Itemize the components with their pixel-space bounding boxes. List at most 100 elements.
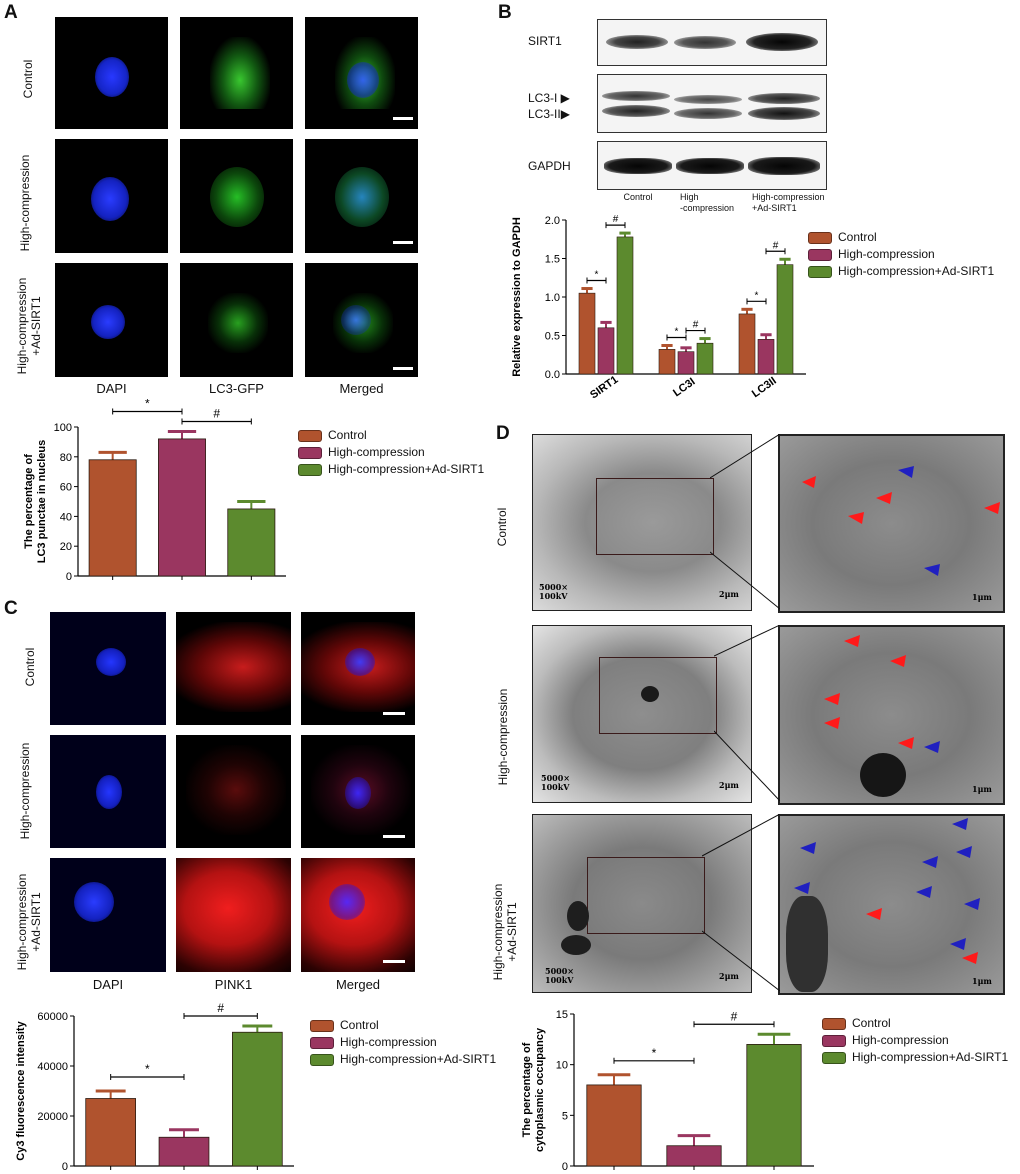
bar <box>597 327 615 375</box>
panel-c-row-label-highcomp: High-compression <box>18 742 32 840</box>
bar <box>88 459 137 577</box>
micrograph-c-control-dapi <box>50 612 166 725</box>
panel-a-row-label-adsirt1: High-compression +Ad-SIRT1 <box>15 277 43 375</box>
scale-label: 2μm <box>719 589 739 599</box>
lane-label-adsirt1: High-compression +Ad-SIRT1 <box>752 192 825 213</box>
micrograph-c-adsirt1-pink1 <box>176 858 291 972</box>
bar <box>696 342 714 375</box>
panel-b-letter: B <box>498 2 512 23</box>
panel-d-row-label-control: Control <box>495 507 509 547</box>
tem-control-zoom: 1μm <box>778 434 1005 613</box>
legend-a: Control High-compression High-compressio… <box>298 428 498 488</box>
panel-a-row-label-control: Control <box>21 59 35 99</box>
legend-item: High-compression <box>310 1035 437 1049</box>
panel-a-col-label-lc3: LC3-GFP <box>209 381 264 396</box>
micrograph-a-adsirt1-dapi <box>55 263 168 377</box>
tem-highcomp-overview: 5000× 100kV 2μm <box>532 625 752 803</box>
scale-label: 1μm <box>972 784 992 794</box>
scale-label: 2μm <box>719 971 739 981</box>
micrograph-a-highcomp-lc3 <box>180 139 293 253</box>
panel-d-row-label-adsirt1: High-compression +Ad-SIRT1 <box>491 883 519 981</box>
significance-label: # <box>731 1009 738 1023</box>
chart-d: 0 5 10 15 The percentage of cytoplasmic occup… <box>521 1009 814 1173</box>
legend-item: High-compression+Ad-SIRT1 <box>298 462 484 476</box>
legend-item: Control <box>310 1018 379 1032</box>
y-tick-label: 0 <box>62 1161 68 1173</box>
y-tick-label: 1.0 <box>545 292 560 304</box>
micrograph-c-highcomp-pink1 <box>176 735 291 848</box>
micrograph-a-control-dapi <box>55 17 168 129</box>
tem-adsirt1-zoom: 1μm <box>778 814 1005 995</box>
significance-label: * <box>595 270 599 281</box>
zoom-box <box>587 857 705 934</box>
significance-label: * <box>675 327 679 338</box>
y-tick-label: 0.0 <box>545 369 560 381</box>
y-tick-label: 5 <box>562 1110 568 1122</box>
blot-sirt1 <box>597 19 827 66</box>
micrograph-a-control-lc3 <box>180 17 293 129</box>
scale-bar <box>393 241 413 244</box>
micrograph-c-highcomp-merged <box>301 735 415 848</box>
blot-label-lc3ii: LC3-II▶ <box>528 107 570 121</box>
bar <box>586 1084 642 1167</box>
y-tick-label: 100 <box>54 422 72 434</box>
micrograph-c-control-pink1 <box>176 612 291 725</box>
bar <box>85 1098 136 1167</box>
legend-item: High-compression <box>808 247 935 261</box>
legend-d: Control High-compression High-compressio… <box>822 1016 1020 1076</box>
y-axis-label: Cy3 fluorescence intensity <box>15 1020 27 1160</box>
bar <box>227 508 276 577</box>
bar <box>776 264 794 375</box>
y-tick-label: 0.5 <box>545 331 560 343</box>
lane-label-control: Control <box>623 192 653 202</box>
y-tick-label: 60000 <box>37 1011 68 1023</box>
legend-c: Control High-compression High-compressio… <box>310 1018 510 1078</box>
bar <box>677 351 695 375</box>
scale-label: 1μm <box>972 976 992 986</box>
panel-a-row-label-highcomp: High-compression <box>18 154 32 252</box>
y-axis-label: The percentage of <box>521 1042 533 1137</box>
panel-c-col-label-pink1: PINK1 <box>214 977 253 992</box>
scale-bar <box>393 117 413 120</box>
legend-item: Control <box>822 1016 891 1030</box>
legend-item: High-compression <box>298 445 425 459</box>
y-tick-label: 15 <box>556 1009 568 1021</box>
y-tick-label: 0 <box>562 1161 568 1173</box>
legend-item: High-compression <box>822 1033 949 1047</box>
micrograph-a-adsirt1-merged <box>305 263 418 377</box>
y-tick-label: 0 <box>66 571 72 583</box>
tem-highcomp-zoom: 1μm <box>778 625 1005 805</box>
significance-label: * <box>145 396 150 410</box>
bar <box>158 1136 210 1167</box>
scale-bar <box>383 712 405 715</box>
chart-c: 0 20000 40000 60000 Cy3 fluorescence intensi… <box>15 1001 294 1173</box>
chart-b: 0.0 0.5 1.0 1.5 2.0 Relative expression to GA… <box>511 214 806 401</box>
significance-label: # <box>213 406 220 420</box>
micrograph-c-control-merged <box>301 612 415 725</box>
significance-label: # <box>773 240 779 251</box>
x-tick-label: SIRT1 <box>588 374 620 402</box>
zoom-box <box>599 657 717 734</box>
blot-label-gapdh: GAPDH <box>528 159 571 173</box>
x-tick-label: LC3I <box>671 376 697 400</box>
bar <box>746 1044 802 1167</box>
scale-bar <box>393 367 413 370</box>
panel-c-col-label-merged: Merged <box>335 977 381 992</box>
legend-item: Control <box>808 230 877 244</box>
bar <box>738 313 756 375</box>
micrograph-c-adsirt1-dapi <box>50 858 166 972</box>
panel-c-row-label-adsirt1: High-compression +Ad-SIRT1 <box>15 873 43 971</box>
legend-item: High-compression+Ad-SIRT1 <box>310 1052 496 1066</box>
y-tick-label: 20 <box>60 541 72 553</box>
micrograph-c-adsirt1-merged <box>301 858 415 972</box>
panel-c-letter: C <box>4 598 18 619</box>
significance-label: * <box>755 290 759 301</box>
scale-bar <box>383 835 405 838</box>
micrograph-a-adsirt1-lc3 <box>180 263 293 377</box>
blot-gapdh <box>597 141 827 190</box>
scale-label: 2μm <box>719 780 739 790</box>
zoom-connector-lines <box>714 625 780 801</box>
scale-label: 1μm <box>972 592 992 602</box>
panel-a-col-label-dapi: DAPI <box>96 381 127 396</box>
y-axis-label: The percentage of <box>23 454 35 549</box>
